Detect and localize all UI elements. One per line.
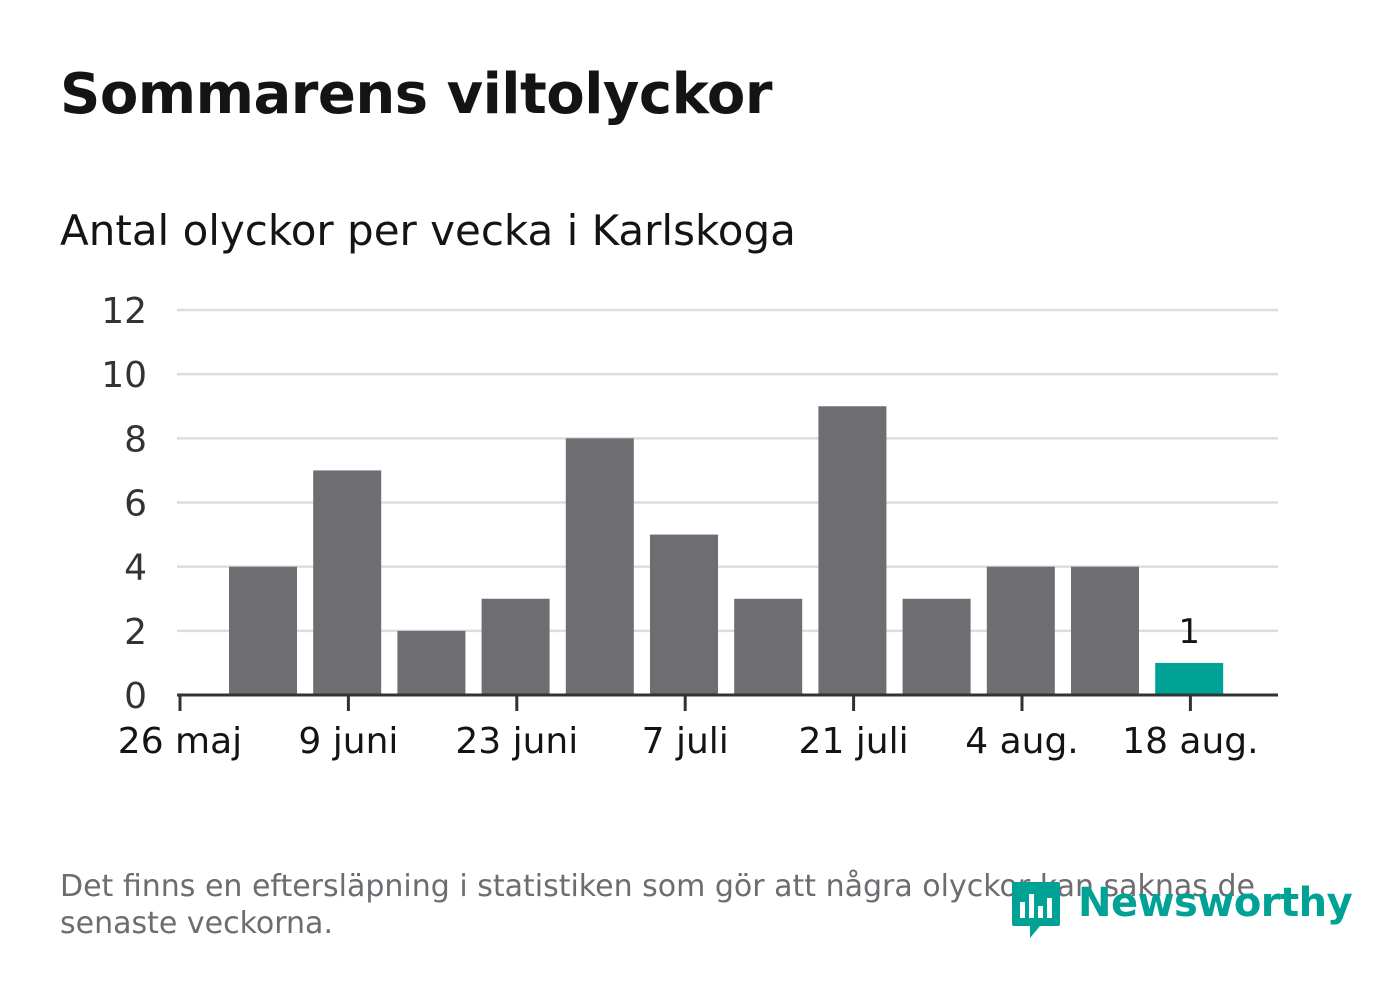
bar [313,470,382,695]
bar-highlight [1155,662,1224,695]
bar [986,566,1055,695]
x-tick-label: 23 juni [455,721,578,762]
bar [1071,566,1139,695]
newsworthy-logo-icon [1012,882,1060,938]
bar [481,598,550,695]
y-tick-label: 8 [124,419,147,460]
data-label: 1 [1178,612,1200,652]
bar [734,598,803,695]
y-tick-label: 2 [124,612,147,653]
bar [650,534,718,695]
x-tick-label: 18 aug. [1122,721,1258,762]
bar [565,438,634,695]
y-tick-label: 4 [124,548,147,589]
y-tick-label: 0 [124,676,147,717]
x-tick-label: 21 juli [799,721,909,762]
y-tick-label: 10 [101,355,147,396]
x-tick-label: 4 aug. [965,721,1079,762]
x-tick-label: 7 juli [642,721,729,762]
bar [229,566,297,695]
newsworthy-logo-text: Newsworthy [1078,880,1353,926]
chart-subtitle: Antal olyckor per vecka i Karlskoga [60,206,796,255]
y-tick-label: 12 [101,291,147,332]
y-tick-label: 6 [124,484,147,525]
newsworthy-logo: Newsworthy [1010,876,1353,946]
x-tick-label: 9 juni [298,721,398,762]
bar [818,406,887,695]
chart-title: Sommarens viltolyckor [60,62,772,127]
bar [902,598,971,695]
bar [397,630,466,695]
x-tick-label: 26 maj [118,721,242,762]
